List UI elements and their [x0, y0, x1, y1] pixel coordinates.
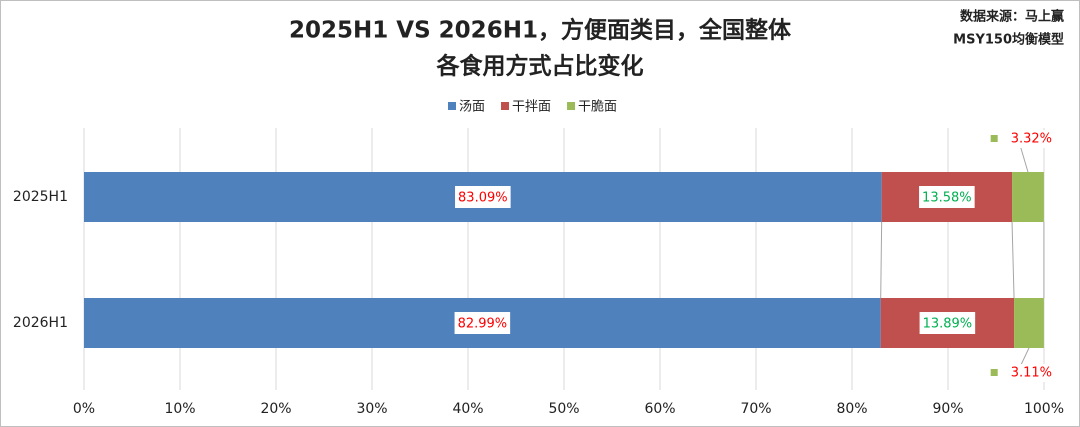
legend-swatch [448, 102, 456, 110]
value-label-box [454, 312, 511, 334]
leader-line [1019, 347, 1030, 368]
value-label: 13.58% [922, 191, 972, 206]
value-label-key [990, 135, 998, 142]
value-label-group: 3.11% [990, 347, 1052, 382]
legend-swatch [501, 102, 510, 110]
value-label-box [1004, 364, 1050, 382]
value-label-box [455, 186, 511, 208]
source-note: MSY150均衡模型 [953, 32, 1064, 48]
value-label: 3.11% [1011, 366, 1052, 381]
value-label-box [1004, 130, 1050, 148]
value-label-key [990, 369, 998, 376]
series-line [880, 221, 883, 299]
value-label-group: 3.32% [990, 130, 1052, 173]
x-tick-label: 40% [452, 401, 483, 417]
chart-title: 各食用方式占比变化 [436, 53, 644, 80]
x-tick-label: 60% [644, 401, 675, 417]
x-tick-label: 50% [548, 401, 579, 417]
value-label-group: 13.58% [919, 186, 975, 208]
value-label-group: 13.89% [919, 312, 976, 334]
bar-segment [1012, 172, 1044, 222]
x-tick-label: 10% [164, 401, 195, 417]
x-tick-label: 20% [260, 401, 291, 417]
y-tick-label: 2026H1 [13, 315, 68, 331]
x-tick-label: 70% [740, 401, 771, 417]
source-note: 数据来源：马上赢 [960, 9, 1064, 25]
leader-line [1019, 144, 1029, 173]
legend-label: 汤面 [459, 100, 485, 115]
chart-title: 2025H1 VS 2026H1，方便面类目，全国整体 [289, 17, 792, 44]
value-label-group: 82.99% [454, 312, 511, 334]
value-label: 83.09% [458, 191, 508, 206]
legend-swatch [567, 102, 576, 110]
y-tick-label: 2025H1 [13, 189, 68, 205]
legend-label: 干拌面 [512, 100, 551, 115]
bar-segment [1014, 298, 1044, 348]
value-label: 13.89% [923, 317, 973, 332]
x-tick-label: 30% [356, 401, 387, 417]
value-label: 82.99% [458, 317, 508, 332]
value-label: 3.32% [1011, 132, 1052, 147]
value-label-box [919, 186, 975, 208]
legend-label: 干脆面 [578, 99, 617, 115]
value-label-box [919, 312, 976, 334]
value-label-group: 83.09% [455, 186, 511, 208]
x-tick-label: 100% [1024, 401, 1064, 417]
x-tick-label: 0% [73, 401, 95, 417]
series-line [1011, 221, 1015, 299]
x-tick-label: 80% [836, 401, 867, 417]
x-tick-label: 90% [932, 401, 963, 417]
